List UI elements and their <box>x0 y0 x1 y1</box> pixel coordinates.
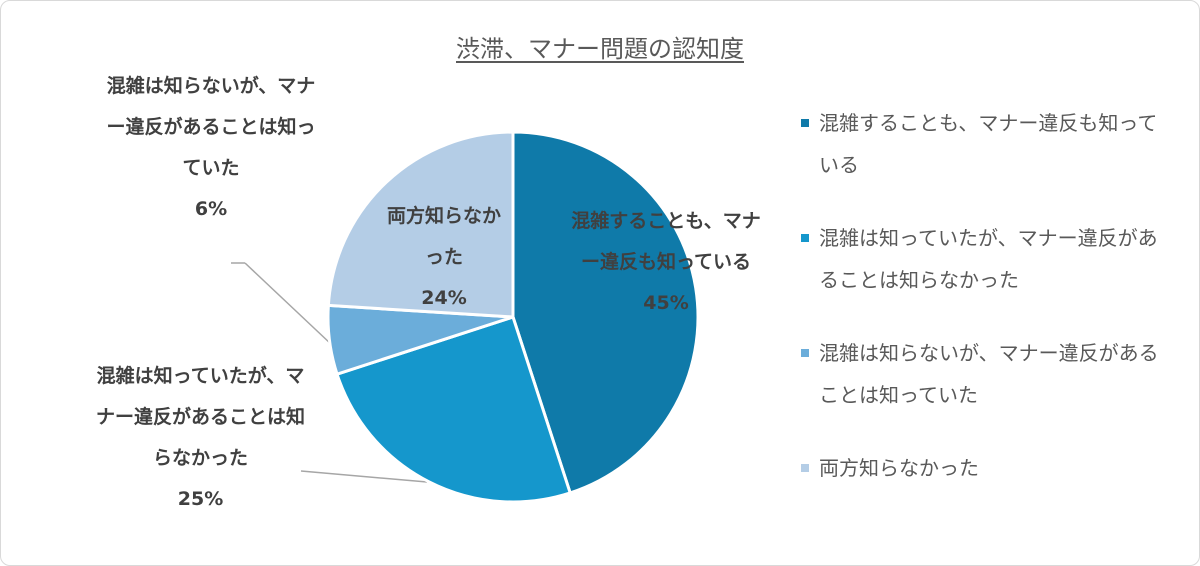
pie-slice <box>511 130 700 495</box>
legend-label: 混雑は知らないが、マナー違反があることは知っていた <box>819 341 1159 407</box>
leader-line <box>244 262 333 346</box>
chart-title: 渋滞、マナー問題の認知度 <box>456 35 744 63</box>
legend-swatch <box>801 234 809 242</box>
data-label-value: 24% <box>421 287 467 309</box>
data-label: 混雑することも、マナー違反も知っている 45% <box>566 201 766 324</box>
legend-swatch <box>801 464 809 472</box>
leader-line <box>300 470 428 483</box>
data-label-category: 混雑することも、マナー違反も知っている <box>571 210 761 273</box>
legend-label: 混雑することも、マナー違反も知っている <box>819 111 1158 177</box>
data-label-category: 両方知らなかった <box>386 205 501 268</box>
legend-entry: 混雑は知っていたが、マナー違反があることは知らなかった <box>801 217 1171 301</box>
pie-slice <box>335 315 573 504</box>
legend-swatch <box>801 119 809 127</box>
legend-label: 混雑は知っていたが、マナー違反があることは知らなかった <box>819 226 1158 292</box>
legend-label: 両方知らなかった <box>819 456 979 480</box>
data-label: 両方知らなかった 24% <box>379 196 509 319</box>
legend-entry: 両方知らなかった <box>801 447 1171 489</box>
data-label-value: 45% <box>643 292 689 314</box>
legend-swatch <box>801 349 809 357</box>
legend-entry: 混雑することも、マナー違反も知っている <box>801 102 1171 186</box>
title-box: 渋滞、マナー問題の認知度 <box>1 29 1199 64</box>
data-label-value: 25% <box>177 488 224 510</box>
data-label-value: 6% <box>194 198 228 220</box>
data-label: 混雑は知らないが、マナー違反があることは知っていた 6% <box>106 66 316 230</box>
data-label-category: 混雑は知っていたが、マナー違反があることは知らなかった <box>95 365 305 469</box>
pie-slice <box>326 130 515 319</box>
legend-entry: 混雑は知らないが、マナー違反があることは知っていた <box>801 332 1171 416</box>
data-label-category: 混雑は知らないが、マナー違反があることは知っていた <box>106 75 316 179</box>
data-label: 混雑は知っていたが、マナー違反があることは知らなかった 25% <box>93 356 308 520</box>
